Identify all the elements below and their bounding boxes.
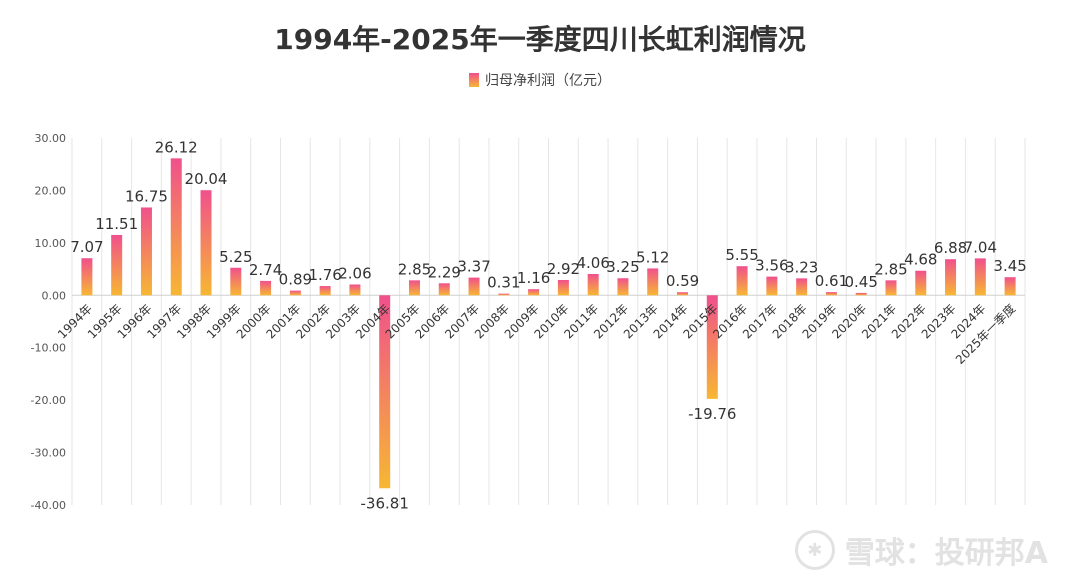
data-label: 1.16	[517, 269, 550, 287]
bar	[706, 295, 718, 399]
y-tick-label: -10.00	[31, 342, 66, 355]
data-label: 0.59	[666, 272, 699, 290]
bar	[408, 280, 420, 296]
bar	[468, 277, 480, 296]
bar	[379, 295, 391, 489]
bar	[587, 273, 599, 296]
bar	[230, 267, 242, 296]
watermark-text: 雪球：投研邦A	[844, 536, 1048, 571]
data-label: 16.75	[125, 187, 168, 205]
bar	[915, 270, 927, 296]
bar	[140, 207, 152, 296]
bar	[945, 259, 957, 296]
y-tick-label: 10.00	[35, 237, 67, 250]
data-label: 20.04	[185, 170, 228, 188]
bar	[617, 278, 629, 296]
data-label: 1.76	[308, 266, 341, 284]
y-tick-label: 30.00	[35, 132, 67, 145]
data-label: 5.25	[219, 248, 252, 266]
legend: 归母净利润（亿元）	[0, 70, 1080, 90]
data-label: 4.06	[576, 254, 609, 272]
bar	[677, 292, 689, 296]
data-label: 3.37	[457, 258, 490, 276]
bar	[498, 293, 510, 296]
y-tick-label: -20.00	[31, 394, 66, 407]
data-label: 2.06	[338, 264, 371, 282]
bar	[319, 286, 331, 296]
data-label: 5.55	[725, 246, 758, 264]
bar	[736, 266, 748, 296]
data-label: -19.76	[688, 405, 736, 423]
bar	[885, 280, 897, 296]
data-label: 0.89	[279, 271, 312, 289]
bar	[81, 258, 93, 296]
data-label: 4.68	[904, 251, 937, 269]
bar	[766, 276, 778, 296]
data-label: 5.12	[636, 248, 669, 266]
data-label: 26.12	[155, 138, 198, 156]
labels-layer: 7.07 11.51 16.75 26.12 20.04 5.252.740.891.76…	[70, 138, 1027, 512]
bar	[796, 278, 808, 296]
y-tick-label: -40.00	[31, 499, 66, 512]
legend-label: 归母净利润（亿元）	[485, 73, 611, 89]
bar	[260, 280, 272, 296]
y-tick-label: 0.00	[42, 289, 67, 302]
data-label: 3.56	[755, 257, 788, 275]
data-label: -36.81	[361, 494, 409, 512]
legend-swatch	[469, 73, 479, 87]
bar	[557, 279, 569, 296]
data-label: 3.45	[993, 257, 1026, 275]
data-label: 2.85	[398, 260, 431, 278]
data-label: 6.88	[934, 239, 967, 257]
data-label: 0.45	[845, 273, 878, 291]
bar	[438, 283, 450, 296]
data-label: 3.23	[785, 258, 818, 276]
data-label: 2.85	[874, 260, 907, 278]
bars-layer	[81, 158, 1016, 489]
bar	[111, 234, 123, 296]
data-label: 7.04	[964, 238, 997, 256]
bar	[170, 158, 182, 296]
bar	[855, 292, 867, 296]
data-label: 7.07	[70, 238, 103, 256]
data-label: 0.31	[487, 274, 520, 292]
bar	[647, 268, 659, 296]
bar	[289, 290, 301, 296]
data-label: 0.61	[815, 272, 848, 290]
y-tick-label: -30.00	[31, 447, 66, 460]
watermark: ✱ 雪球：投研邦A	[794, 528, 1048, 572]
data-label: 3.25	[606, 258, 639, 276]
data-label: 2.29	[428, 263, 461, 281]
data-label: 2.92	[547, 260, 580, 278]
bar	[974, 258, 986, 296]
data-label: 11.51	[95, 215, 138, 233]
bar	[1004, 277, 1016, 296]
chart-title: 1994年-2025年一季度四川长虹利润情况	[274, 23, 806, 56]
data-label: 2.74	[249, 261, 282, 279]
y-tick-label: 20.00	[35, 184, 67, 197]
snowball-logo-icon: ✱	[794, 530, 835, 570]
bar	[825, 292, 837, 296]
bar	[200, 190, 212, 296]
bar	[528, 289, 540, 296]
bar	[349, 284, 361, 296]
